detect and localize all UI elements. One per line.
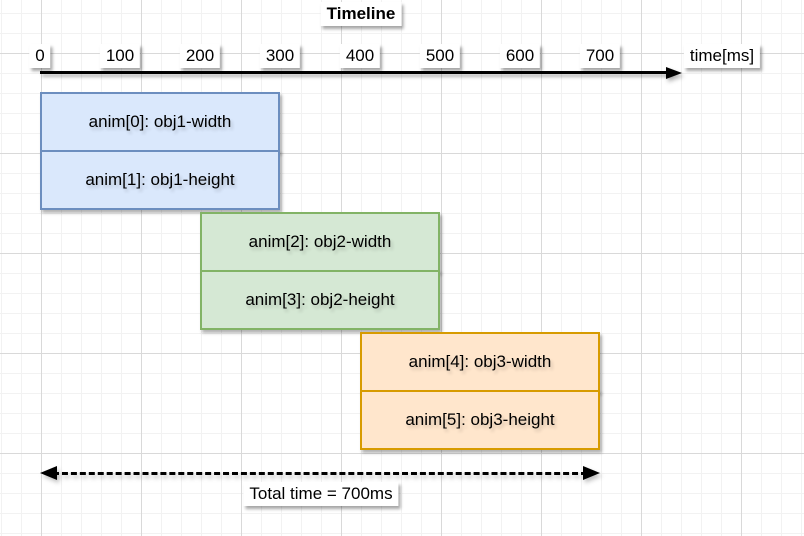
- axis-tick-label: 600: [499, 44, 541, 68]
- diagram-title: Timeline: [320, 2, 402, 26]
- arrowhead-left-icon: [40, 466, 57, 480]
- anim-track-obj3: anim[4]: obj3-width anim[5]: obj3-height: [360, 332, 600, 450]
- anim-block[interactable]: anim[4]: obj3-width: [360, 332, 600, 392]
- axis-unit-label: time[ms]: [683, 44, 761, 68]
- anim-block[interactable]: anim[2]: obj2-width: [200, 212, 440, 272]
- total-time-arrow: [40, 465, 600, 481]
- anim-block-label: anim[2]: obj2-width: [248, 232, 392, 251]
- anim-block[interactable]: anim[1]: obj1-height: [40, 150, 280, 210]
- axis-tick-label: 200: [179, 44, 221, 68]
- anim-block[interactable]: anim[5]: obj3-height: [360, 390, 600, 450]
- axis-tick-label: 0: [29, 44, 51, 68]
- anim-block[interactable]: anim[3]: obj2-height: [200, 270, 440, 330]
- dashed-line: [53, 471, 587, 475]
- anim-block-label: anim[4]: obj3-width: [408, 352, 552, 371]
- anim-block-label: anim[1]: obj1-height: [85, 170, 235, 189]
- anim-block-label: anim[0]: obj1-width: [88, 112, 232, 131]
- total-time-label: Total time = 700ms: [243, 482, 399, 506]
- axis-tick-label: 300: [259, 44, 301, 68]
- anim-block-label: anim[3]: obj2-height: [245, 290, 395, 309]
- axis-line: [40, 71, 670, 74]
- axis-tick-label: 100: [99, 44, 141, 68]
- anim-track-obj2: anim[2]: obj2-width anim[3]: obj2-height: [200, 212, 440, 330]
- anim-block[interactable]: anim[0]: obj1-width: [40, 92, 280, 152]
- arrowhead-right-icon: [583, 466, 600, 480]
- axis-tick-label: 700: [579, 44, 621, 68]
- anim-track-obj1: anim[0]: obj1-width anim[1]: obj1-height: [40, 92, 280, 210]
- axis-tick-label: 400: [339, 44, 381, 68]
- axis-tick-label: 500: [419, 44, 461, 68]
- axis-arrowhead-icon: [666, 66, 682, 79]
- anim-block-label: anim[5]: obj3-height: [405, 410, 555, 429]
